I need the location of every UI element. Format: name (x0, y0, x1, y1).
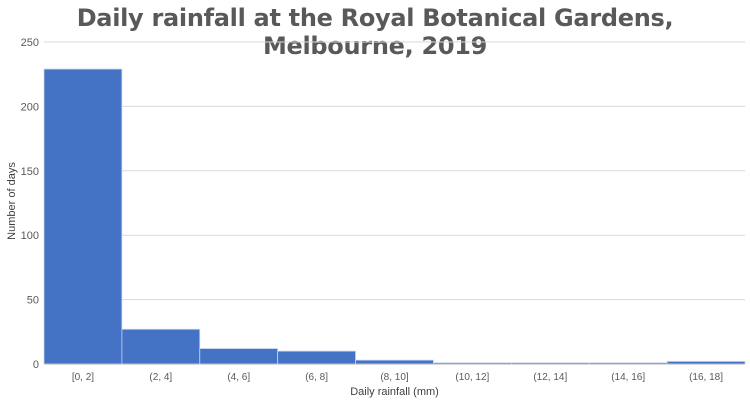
x-tick-label: [0, 2] (72, 372, 94, 383)
y-tick-label: 150 (21, 166, 39, 178)
histogram-bar (199, 348, 279, 365)
histogram-bar (666, 361, 746, 365)
histogram-bar (588, 362, 668, 365)
histogram-bar (355, 359, 434, 365)
x-tick-label: (14, 16] (611, 372, 645, 383)
x-tick-label: (8, 10] (380, 372, 409, 383)
y-tick-label: 100 (21, 230, 39, 242)
chart-title: Daily rainfall at the Royal Botanical Ga… (76, 4, 674, 60)
histogram-bar (433, 362, 512, 365)
histogram-bar (277, 350, 356, 365)
histogram-bar (510, 362, 590, 365)
x-tick-label: (16, 18] (689, 372, 723, 383)
x-tick-label: (12, 14] (533, 372, 567, 383)
y-tick-label: 50 (27, 295, 39, 307)
histogram-bar (121, 328, 201, 365)
x-tick-label: (6, 8] (305, 372, 328, 383)
x-axis-label: Daily rainfall (mm) (350, 386, 439, 398)
y-tick-label: 0 (33, 359, 39, 371)
y-tick-label: 250 (21, 37, 39, 49)
x-tick-label: (2, 4] (149, 372, 172, 383)
x-tick-label: (4, 6] (227, 372, 250, 383)
y-tick-label: 200 (21, 101, 39, 113)
x-tick-label: (10, 12] (455, 372, 489, 383)
histogram-bar (43, 68, 123, 365)
